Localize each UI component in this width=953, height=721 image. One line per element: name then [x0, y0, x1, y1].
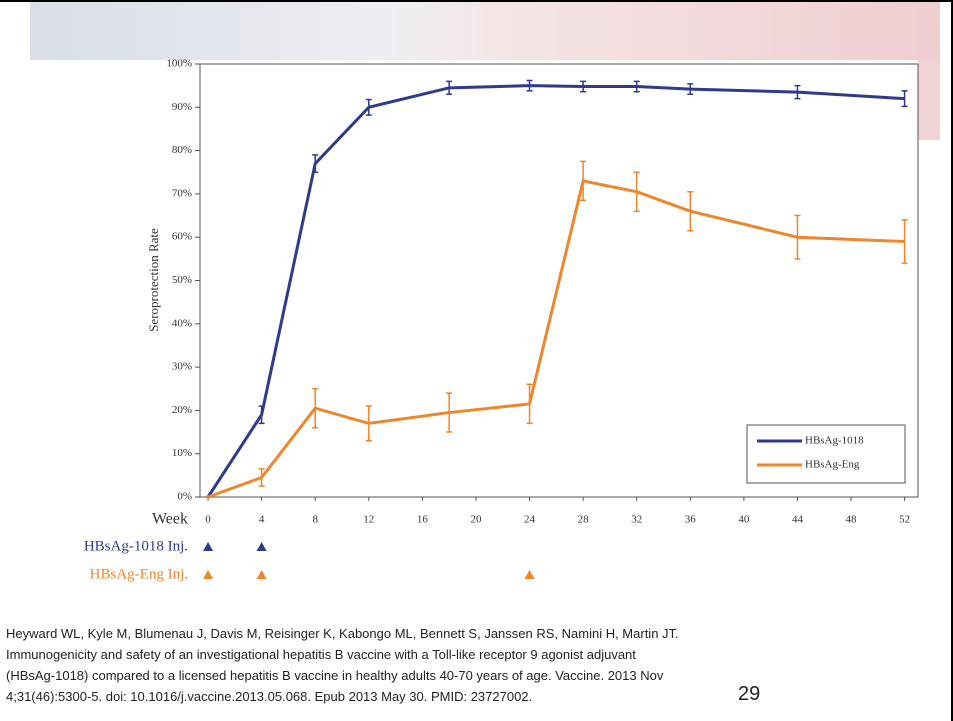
x-tick-label: 24 [524, 514, 536, 526]
citation-line: Immunogenicity and safety of an investig… [6, 647, 636, 662]
x-tick-label: 4 [259, 514, 265, 526]
legend-label: HBsAg-Eng [805, 459, 860, 471]
y-tick-label: 90% [172, 101, 192, 113]
citation-line: (HBsAg-1018) compared to a licensed hepa… [6, 668, 664, 683]
x-tick-label: 52 [899, 514, 910, 526]
x-axis-label: Week [152, 511, 188, 528]
x-tick-label: 20 [470, 514, 482, 526]
citation-line: 4;31(46):5300-5. doi: 10.1016/j.vaccine.… [6, 689, 532, 704]
y-tick-label: 40% [172, 317, 192, 329]
citation-line: Heyward WL, Kyle M, Blumenau J, Davis M,… [6, 626, 679, 641]
legend-label: HBsAg-1018 [805, 435, 864, 447]
x-tick-label: 8 [312, 514, 318, 526]
injection-label: HBsAg-Eng Inj. [90, 566, 188, 582]
y-tick-label: 20% [172, 404, 192, 416]
x-tick-label: 36 [685, 514, 697, 526]
y-tick-label: 70% [172, 187, 192, 199]
x-tick-label: 12 [363, 514, 374, 526]
y-tick-label: 100% [166, 58, 192, 70]
y-tick-label: 50% [172, 274, 192, 286]
x-tick-label: 44 [792, 514, 804, 526]
y-tick-label: 30% [172, 361, 192, 373]
page-number: 29 [738, 683, 760, 705]
y-tick-label: 0% [177, 491, 192, 503]
header-banner-edge [918, 60, 940, 140]
x-tick-label: 48 [846, 514, 858, 526]
x-tick-label: 40 [738, 514, 750, 526]
y-axis-label: Seroprotection Rate [146, 228, 161, 332]
injection-label: HBsAg-1018 Inj. [84, 538, 188, 554]
y-tick-label: 60% [172, 231, 192, 243]
header-banner [30, 0, 940, 60]
x-tick-label: 28 [578, 514, 590, 526]
y-tick-label: 10% [172, 447, 192, 459]
background [0, 0, 953, 721]
x-tick-label: 16 [417, 514, 429, 526]
slide: Seroprotection Rate Week Heyward WL, Kyl… [0, 0, 953, 721]
x-tick-label: 32 [631, 514, 642, 526]
y-tick-label: 80% [172, 144, 192, 156]
x-tick-label: 0 [205, 514, 211, 526]
